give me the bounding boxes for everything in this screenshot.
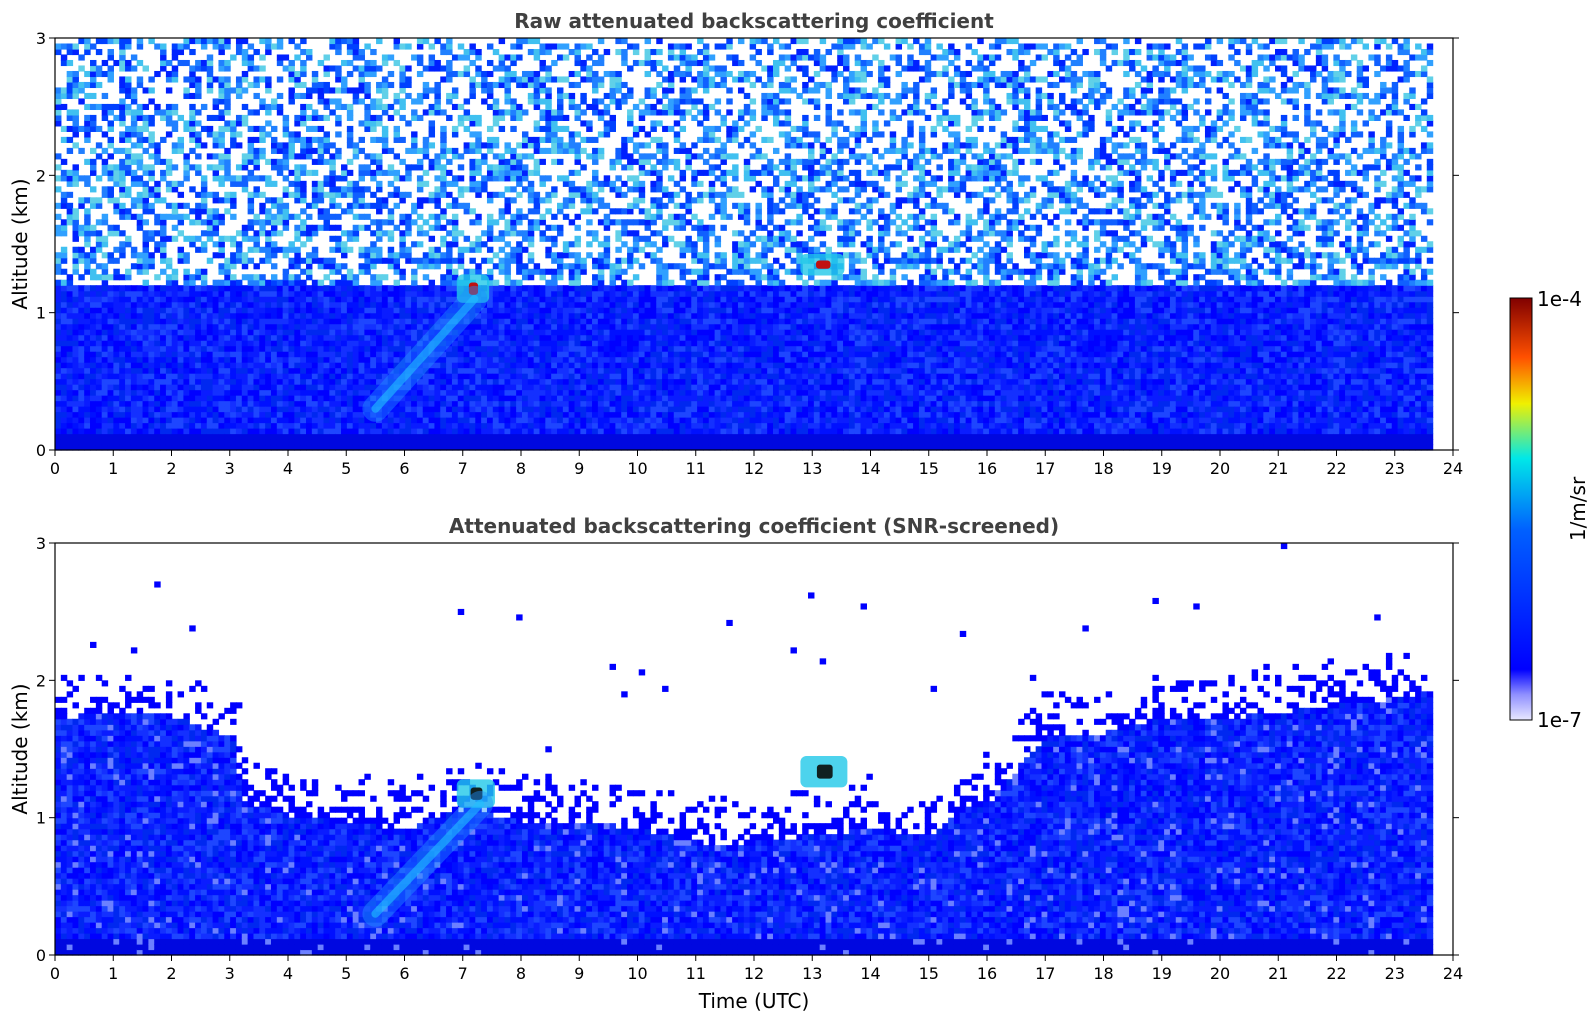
panel-raw-y-label: Altitude (km) <box>8 178 32 309</box>
x-tick-label: 2 <box>166 964 176 983</box>
y-tick-label: 3 <box>36 29 46 48</box>
panel-screened-y-label: Altitude (km) <box>8 683 32 814</box>
panel-raw-x-axis: 0 1 2 3 4 5 6 7 8 9 10 11 12 13 14 15 16 17 18 19 20 21 22 23 24 <box>50 450 1463 478</box>
y-tick-label: 1 <box>36 809 46 828</box>
x-tick-label: 16 <box>977 459 997 478</box>
figure: Raw attenuated backscattering coefficien… <box>0 0 1595 1020</box>
x-tick-label: 20 <box>1210 459 1230 478</box>
x-tick-label: 9 <box>574 459 584 478</box>
colorbar: 1e-4 1e-7 1/m/sr <box>1510 287 1590 732</box>
panel-raw-heatmap <box>55 38 1433 451</box>
x-tick-label: 21 <box>1268 459 1288 478</box>
colorbar-unit-label: 1/m/sr <box>1566 476 1590 541</box>
colorbar-min-label: 1e-7 <box>1537 708 1582 732</box>
x-axis-label: Time (UTC) <box>698 989 810 1013</box>
x-tick-label: 3 <box>225 459 235 478</box>
x-tick-label: 13 <box>802 459 822 478</box>
x-tick-label: 19 <box>1152 459 1172 478</box>
y-tick-label: 2 <box>36 166 46 185</box>
x-tick-label: 11 <box>686 459 706 478</box>
x-tick-label: 10 <box>627 459 647 478</box>
x-tick-label: 21 <box>1268 964 1288 983</box>
x-tick-label: 1 <box>108 459 118 478</box>
y-tick-label: 0 <box>36 946 46 965</box>
x-tick-label: 14 <box>860 459 880 478</box>
x-tick-label: 22 <box>1326 964 1346 983</box>
x-tick-label: 10 <box>627 964 647 983</box>
x-tick-label: 3 <box>225 964 235 983</box>
x-tick-label: 5 <box>341 964 351 983</box>
x-tick-label: 13 <box>802 964 822 983</box>
x-tick-label: 12 <box>744 964 764 983</box>
x-tick-label: 18 <box>1093 459 1113 478</box>
panel-screened-heatmap <box>55 543 1433 956</box>
x-tick-label: 9 <box>574 964 584 983</box>
x-tick-label: 8 <box>516 459 526 478</box>
x-tick-label: 0 <box>50 459 60 478</box>
x-tick-label: 24 <box>1443 964 1463 983</box>
x-tick-label: 4 <box>283 459 293 478</box>
x-tick-label: 16 <box>977 964 997 983</box>
x-tick-label: 18 <box>1093 964 1113 983</box>
x-tick-label: 1 <box>108 964 118 983</box>
y-tick-label: 1 <box>36 304 46 323</box>
x-tick-label: 24 <box>1443 459 1463 478</box>
panel-screened: Attenuated backscattering coefficient (S… <box>8 514 1463 1013</box>
x-tick-label: 6 <box>399 459 409 478</box>
x-tick-label: 23 <box>1385 964 1405 983</box>
x-tick-label: 17 <box>1035 964 1055 983</box>
x-tick-label: 2 <box>166 459 176 478</box>
y-tick-label: 2 <box>36 671 46 690</box>
panel-screened-x-axis: 0 1 2 3 4 5 6 7 8 9 10 11 12 13 14 15 16 17 18 19 20 21 22 23 24 <box>50 955 1463 983</box>
x-tick-label: 15 <box>919 964 939 983</box>
y-tick-label: 3 <box>36 534 46 553</box>
x-tick-label: 6 <box>399 964 409 983</box>
panel-screened-title: Attenuated backscattering coefficient (S… <box>449 514 1059 538</box>
cloud-core <box>817 765 833 779</box>
panel-raw-title: Raw attenuated backscattering coefficien… <box>514 9 994 33</box>
cloud-core <box>816 260 830 268</box>
x-tick-label: 8 <box>516 964 526 983</box>
x-tick-label: 12 <box>744 459 764 478</box>
x-tick-label: 7 <box>458 964 468 983</box>
x-tick-label: 23 <box>1385 459 1405 478</box>
x-tick-label: 14 <box>860 964 880 983</box>
x-tick-label: 7 <box>458 459 468 478</box>
colorbar-gradient <box>1510 298 1532 720</box>
x-tick-label: 4 <box>283 964 293 983</box>
x-tick-label: 19 <box>1152 964 1172 983</box>
x-tick-label: 5 <box>341 459 351 478</box>
x-tick-label: 11 <box>686 964 706 983</box>
colorbar-max-label: 1e-4 <box>1537 287 1582 311</box>
x-tick-label: 17 <box>1035 459 1055 478</box>
panel-raw: Raw attenuated backscattering coefficien… <box>8 9 1463 478</box>
x-tick-label: 0 <box>50 964 60 983</box>
x-tick-label: 15 <box>919 459 939 478</box>
x-tick-label: 22 <box>1326 459 1346 478</box>
x-tick-label: 20 <box>1210 964 1230 983</box>
y-tick-label: 0 <box>36 441 46 460</box>
